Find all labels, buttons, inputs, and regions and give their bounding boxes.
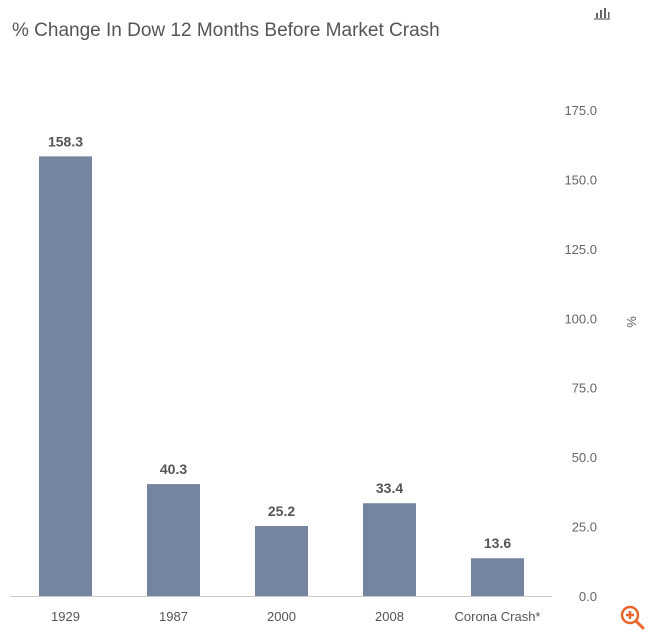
bar-chart-icon[interactable] bbox=[593, 5, 611, 21]
data-label: 158.3 bbox=[48, 133, 83, 149]
bar-1987[interactable] bbox=[147, 484, 200, 596]
y-tick-label: 175.0 bbox=[564, 103, 597, 118]
y-tick-label: 0.0 bbox=[579, 589, 597, 604]
zoom-in-icon[interactable] bbox=[620, 605, 645, 630]
bar-2008[interactable] bbox=[363, 503, 416, 596]
chart-title: % Change In Dow 12 Months Before Market … bbox=[12, 20, 440, 41]
bar-1929[interactable] bbox=[39, 156, 92, 596]
data-label: 13.6 bbox=[484, 535, 511, 551]
y-tick-label: 150.0 bbox=[564, 172, 597, 187]
data-label: 25.2 bbox=[268, 503, 295, 519]
y-tick-label: 25.0 bbox=[572, 520, 597, 535]
x-tick-label: 1929 bbox=[51, 609, 80, 624]
x-tick-label: 2000 bbox=[267, 609, 296, 624]
y-axis-label: % bbox=[624, 316, 639, 328]
x-tick-label: 2008 bbox=[375, 609, 404, 624]
y-tick-label: 50.0 bbox=[572, 450, 597, 465]
data-label: 33.4 bbox=[376, 480, 403, 496]
data-label: 40.3 bbox=[160, 461, 187, 477]
y-tick-label: 100.0 bbox=[564, 311, 597, 326]
y-tick-label: 125.0 bbox=[564, 242, 597, 257]
y-tick-label: 75.0 bbox=[572, 381, 597, 396]
bar-corona-crash-[interactable] bbox=[471, 558, 524, 596]
x-tick-label: 1987 bbox=[159, 609, 188, 624]
x-tick-label: Corona Crash* bbox=[455, 609, 541, 624]
bar-2000[interactable] bbox=[255, 526, 308, 596]
